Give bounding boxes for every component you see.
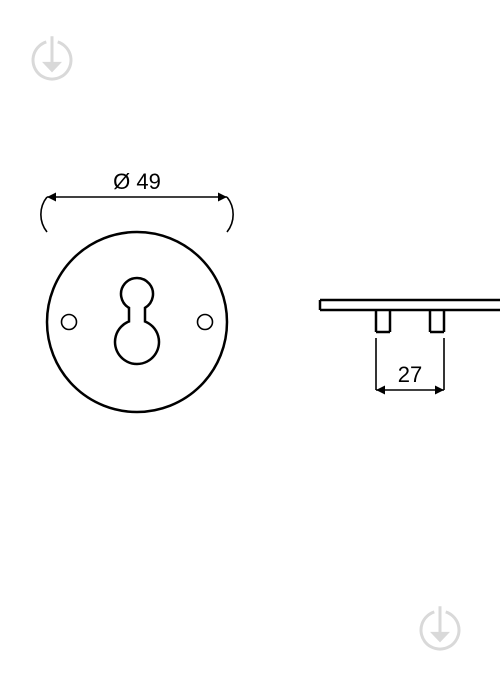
front-view: Ø 49 bbox=[41, 169, 233, 412]
watermark-download-icon bbox=[33, 36, 71, 79]
escutcheon-outline bbox=[47, 232, 227, 412]
side-view: 27 bbox=[320, 300, 500, 395]
screw-hole bbox=[198, 315, 213, 330]
technical-drawing: Ø 49 27 bbox=[0, 0, 500, 693]
diameter-label: Ø 49 bbox=[113, 169, 161, 194]
watermark-download-icon bbox=[421, 606, 459, 649]
screw-hole bbox=[62, 315, 77, 330]
keyhole-outline bbox=[115, 278, 159, 364]
peg-spacing-label: 27 bbox=[398, 362, 422, 387]
